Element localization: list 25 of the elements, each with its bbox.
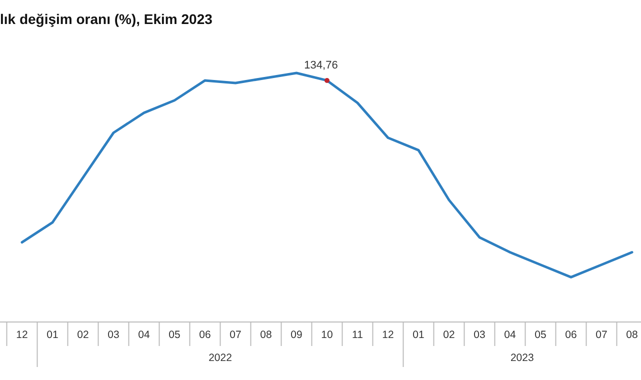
text: 2023 [510, 352, 534, 364]
x-tick-label: 08 [626, 329, 638, 341]
x-tick-label: 09 [290, 329, 302, 341]
x-tick-label: 02 [443, 329, 455, 341]
x-tick-label: 01 [412, 329, 424, 341]
x-tick-label: 12 [382, 329, 394, 341]
x-tick-label: 04 [504, 329, 516, 341]
x-tick-label: 01 [46, 329, 58, 341]
x-tick-label: 08 [260, 329, 272, 341]
chart-title: lık değişim oranı (%), Ekim 2023 [0, 11, 213, 27]
x-tick-label: 05 [534, 329, 546, 341]
x-tick-label: 02 [77, 329, 89, 341]
x-tick-label: 04 [138, 329, 150, 341]
x-tick-label: 07 [596, 329, 608, 341]
x-tick-label: 11 [352, 329, 364, 341]
x-tick-label: 07 [230, 329, 242, 341]
x-tick-label: 12 [16, 329, 28, 341]
annotation: 134,76 [304, 59, 338, 72]
x-tick-label: 06 [565, 329, 577, 341]
text: 2022 [208, 352, 232, 364]
x-tick-label: 10 [321, 329, 333, 341]
x-tick-label: 03 [108, 329, 120, 341]
x-tick-label: 03 [474, 329, 486, 341]
x-tick-label: 06 [199, 329, 211, 341]
x-tick-label: 05 [168, 329, 180, 341]
